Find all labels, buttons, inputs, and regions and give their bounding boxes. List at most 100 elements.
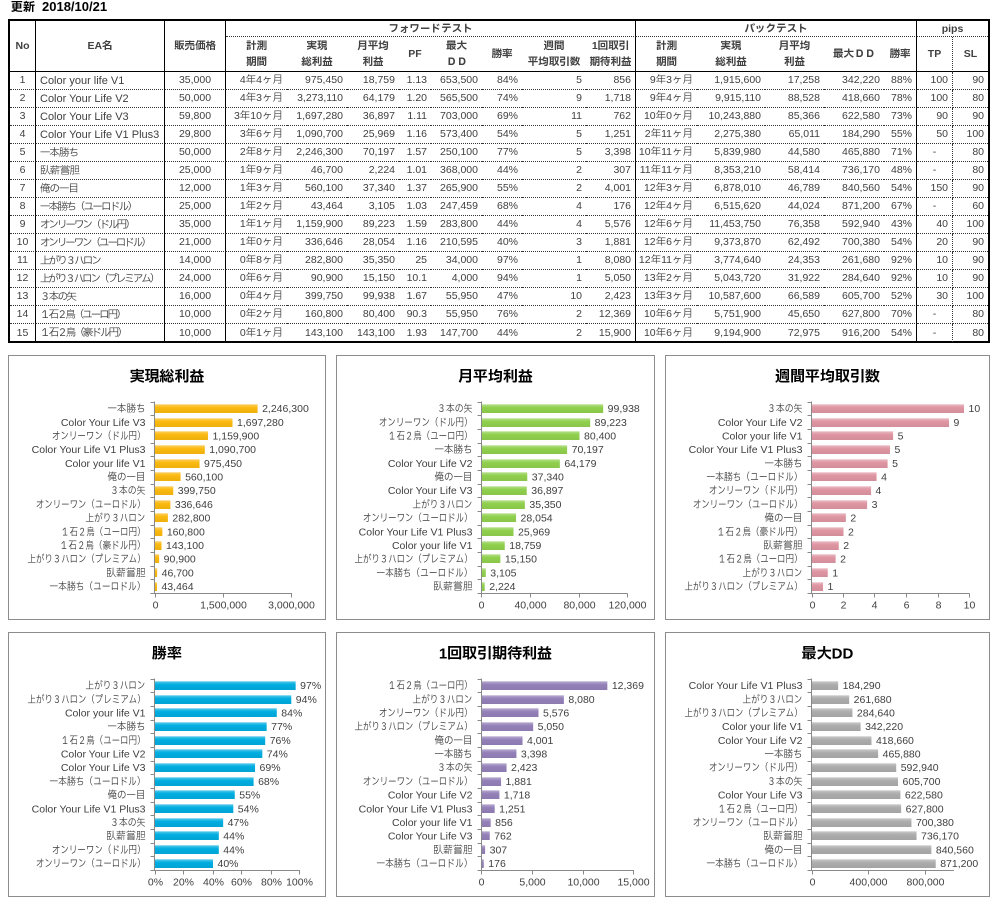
svg-text:Color your life V1: Color your life V1 — [722, 719, 803, 735]
svg-text:オンリーワン（ユーロドル）: オンリーワン（ユーロドル） — [36, 497, 146, 513]
svg-text:オンリーワン（ドル円）: オンリーワン（ドル円） — [379, 706, 473, 722]
svg-text:418,660: 418,660 — [876, 733, 914, 749]
svg-text:Color your life V1: Color your life V1 — [65, 456, 146, 472]
svg-text:一本勝ち: 一本勝ち — [108, 719, 146, 735]
svg-text:8,080: 8,080 — [568, 692, 594, 708]
svg-text:上がり３ハロン（プレミアム）: 上がり３ハロン（プレミアム） — [685, 579, 803, 595]
svg-text:一本勝ち（ユーロドル）: 一本勝ち（ユーロドル） — [377, 856, 473, 872]
svg-text:736,170: 736,170 — [921, 829, 959, 845]
svg-text:0%: 0% — [148, 875, 163, 891]
svg-text:2,246,300: 2,246,300 — [262, 401, 309, 417]
svg-text:Color Your Life V1 Plus3: Color Your Life V1 Plus3 — [359, 524, 473, 540]
svg-text:8: 8 — [936, 598, 942, 614]
svg-text:100%: 100% — [286, 875, 313, 891]
svg-text:週間平均取引数: 週間平均取引数 — [775, 366, 880, 389]
svg-text:1,718: 1,718 — [504, 788, 530, 804]
svg-text:2,224: 2,224 — [489, 579, 515, 595]
svg-text:342,220: 342,220 — [865, 719, 903, 735]
svg-text:Color your life V1: Color your life V1 — [722, 429, 803, 445]
svg-text:Color Your Life V2: Color Your Life V2 — [388, 788, 473, 804]
svg-text:1回取引期待利益: 1回取引期待利益 — [439, 643, 552, 666]
svg-text:1: 1 — [832, 565, 838, 581]
svg-text:Color Your Life V3: Color Your Life V3 — [388, 829, 473, 845]
svg-text:40%: 40% — [218, 856, 239, 872]
svg-text:１石２鳥（豪ドル円）: １石２鳥（豪ドル円） — [60, 538, 146, 554]
svg-text:40,000: 40,000 — [514, 598, 546, 614]
svg-text:975,450: 975,450 — [204, 456, 242, 472]
svg-text:Color your life V1: Color your life V1 — [392, 538, 473, 554]
svg-text:76%: 76% — [270, 733, 291, 749]
svg-text:37,340: 37,340 — [532, 470, 564, 486]
svg-text:オンリーワン（ユーロドル）: オンリーワン（ユーロドル） — [693, 497, 803, 513]
svg-text:10,000: 10,000 — [567, 875, 599, 891]
svg-text:Color Your Life V1 Plus3: Color Your Life V1 Plus3 — [689, 442, 803, 458]
svg-text:0: 0 — [810, 598, 816, 614]
svg-text:90,900: 90,900 — [164, 552, 196, 568]
svg-text:15,150: 15,150 — [505, 552, 537, 568]
svg-text:3,105: 3,105 — [490, 565, 516, 581]
svg-text:月平均利益: 月平均利益 — [458, 366, 533, 389]
svg-text:３本の矢: ３本の矢 — [110, 483, 146, 499]
svg-text:３本の矢: ３本の矢 — [767, 401, 803, 417]
svg-text:オンリーワン（ドル円）: オンリーワン（ドル円） — [379, 415, 473, 431]
svg-text:46,700: 46,700 — [162, 565, 194, 581]
svg-text:1,697,280: 1,697,280 — [237, 415, 284, 431]
svg-text:1,881: 1,881 — [506, 774, 532, 790]
svg-text:Color Your Life V1 Plus3: Color Your Life V1 Plus3 — [32, 442, 146, 458]
svg-text:一本勝ち（ユーロドル）: 一本勝ち（ユーロドル） — [707, 470, 803, 486]
svg-text:0: 0 — [810, 875, 816, 891]
svg-text:Color Your Life V2: Color Your Life V2 — [718, 415, 803, 431]
svg-text:60%: 60% — [231, 875, 252, 891]
svg-text:１石２鳥（ユーロ円）: １石２鳥（ユーロ円） — [61, 524, 146, 540]
svg-text:Color Your Life V1 Plus3: Color Your Life V1 Plus3 — [359, 801, 473, 817]
svg-text:0: 0 — [479, 875, 485, 891]
svg-text:一本勝ち: 一本勝ち — [435, 442, 473, 458]
svg-text:74%: 74% — [267, 747, 288, 763]
svg-text:俺の一目: 俺の一目 — [765, 842, 803, 858]
svg-text:97%: 97% — [300, 678, 321, 694]
svg-text:Color Your Life V1 Plus3: Color Your Life V1 Plus3 — [32, 801, 146, 817]
svg-text:12,369: 12,369 — [612, 678, 644, 694]
svg-text:336,646: 336,646 — [175, 497, 213, 513]
svg-text:Color Your Life V3: Color Your Life V3 — [61, 760, 146, 776]
svg-text:俺の一目: 俺の一目 — [435, 733, 473, 749]
svg-text:3: 3 — [872, 497, 878, 513]
svg-text:36,897: 36,897 — [531, 483, 563, 499]
svg-text:9: 9 — [954, 415, 960, 431]
svg-text:３本の矢: ３本の矢 — [767, 774, 803, 790]
svg-text:2: 2 — [843, 538, 849, 554]
svg-text:54%: 54% — [238, 801, 259, 817]
svg-text:44%: 44% — [223, 829, 244, 845]
svg-text:99,938: 99,938 — [608, 401, 640, 417]
svg-text:4: 4 — [881, 470, 887, 486]
svg-text:一本勝ち（ユーロドル）: 一本勝ち（ユーロドル） — [707, 856, 803, 872]
svg-text:5: 5 — [898, 429, 904, 445]
svg-text:上がり３ハロン: 上がり３ハロン — [86, 678, 146, 694]
svg-text:3,000,000: 3,000,000 — [268, 598, 315, 614]
svg-text:1,159,900: 1,159,900 — [212, 429, 259, 445]
svg-text:6: 6 — [904, 598, 910, 614]
svg-text:70,197: 70,197 — [572, 442, 604, 458]
svg-text:400,000: 400,000 — [850, 875, 888, 891]
svg-text:4,001: 4,001 — [527, 733, 553, 749]
svg-text:臥薪嘗胆: 臥薪嘗胆 — [106, 829, 146, 845]
svg-text:35,350: 35,350 — [529, 497, 561, 513]
svg-text:69%: 69% — [260, 760, 281, 776]
svg-text:120,000: 120,000 — [609, 598, 647, 614]
svg-text:臥薪嘗胆: 臥薪嘗胆 — [433, 842, 473, 858]
svg-text:上がり３ハロン（プレミアム）: 上がり３ハロン（プレミアム） — [28, 692, 146, 708]
svg-text:261,680: 261,680 — [854, 692, 892, 708]
svg-text:オンリーワン（ユーロドル）: オンリーワン（ユーロドル） — [36, 856, 146, 872]
svg-text:俺の一目: 俺の一目 — [765, 511, 803, 527]
svg-text:一本勝ち（ユーロドル）: 一本勝ち（ユーロドル） — [50, 774, 146, 790]
svg-text:3,398: 3,398 — [521, 747, 547, 763]
svg-text:2: 2 — [841, 598, 847, 614]
svg-text:一本勝ち: 一本勝ち — [108, 401, 146, 417]
svg-text:1,500,000: 1,500,000 — [200, 598, 247, 614]
svg-text:44%: 44% — [223, 842, 244, 858]
svg-text:47%: 47% — [228, 815, 249, 831]
svg-text:143,100: 143,100 — [166, 538, 204, 554]
svg-text:18,759: 18,759 — [509, 538, 541, 554]
svg-text:上がり３ハロン: 上がり３ハロン — [743, 565, 803, 581]
svg-text:Color Your Life V3: Color Your Life V3 — [718, 788, 803, 804]
